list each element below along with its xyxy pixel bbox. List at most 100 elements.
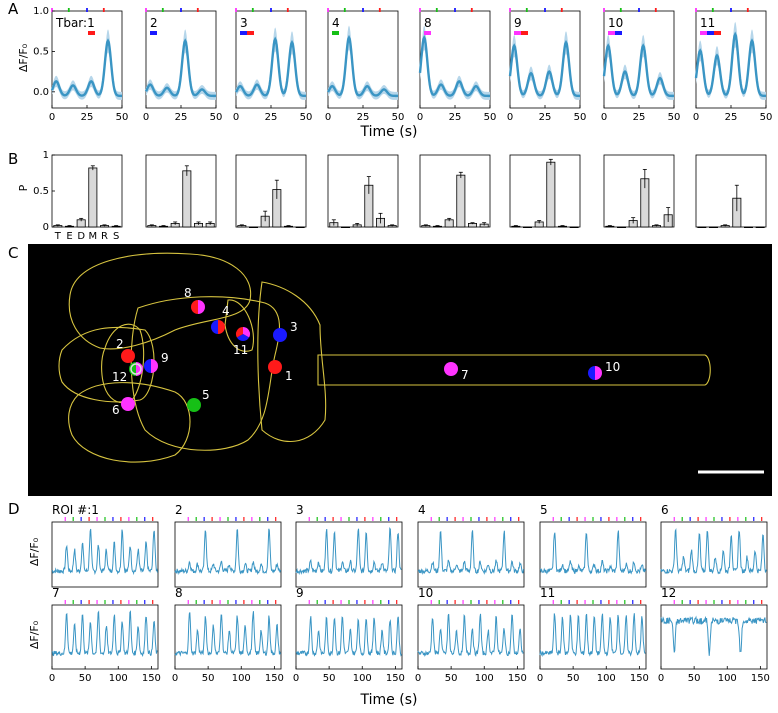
roi-dot-segment — [211, 320, 218, 334]
roi-dot-segment — [243, 327, 251, 338]
panel-d-trace — [295, 616, 402, 657]
panel-d-ylabel: ΔF/F₀ — [28, 620, 41, 649]
panel-b-cluster: T E D M R S 1 0.5 0 — [33, 150, 123, 242]
panel-a-xtick-label: 25 — [633, 112, 646, 123]
roi-label: 4 — [222, 304, 230, 318]
roi-dot — [268, 360, 282, 374]
panel-d-trace — [174, 611, 281, 657]
roi-label: 5 — [202, 388, 210, 402]
roi-label: 3 — [290, 320, 298, 334]
panel-a-trace — [326, 34, 399, 98]
panel-d-axes-box — [295, 604, 403, 670]
roi-label: 8 — [184, 286, 192, 300]
roi-label: 9 — [161, 351, 169, 365]
panel-a-xtick-label: 0 — [507, 112, 513, 123]
panel-d-xtick-label: 0 — [49, 673, 55, 684]
panel-b-axes-box — [603, 154, 675, 228]
panel-a-tbar — [521, 31, 528, 35]
brain-roi-marker: 10 — [588, 360, 620, 380]
roi-dot-segment — [191, 300, 198, 314]
roi-dot-segment — [588, 366, 595, 380]
panel-d-roi: 11 0 50 100 150 — [537, 586, 649, 684]
panel-d-xtick-label: 150 — [386, 673, 405, 684]
panel-a-cluster: 3 0 25 50 — [233, 8, 312, 123]
panel-a-xtick-label: 25 — [175, 112, 188, 123]
panel-d-xtick-label: 50 — [323, 673, 336, 684]
panel-b-axes-box — [327, 154, 399, 228]
brain-region-outline — [68, 252, 252, 350]
panel-a-tbar — [608, 31, 615, 35]
panel-d-trace — [539, 530, 646, 575]
panel-a-xtick-label: 0 — [233, 112, 239, 123]
panel-d-xtick-label: 100 — [109, 673, 128, 684]
panel-a-trace — [508, 39, 581, 98]
panel-a-xtick-label: 50 — [116, 112, 129, 123]
panel-a-xtick-label: 50 — [668, 112, 681, 123]
panel-d-trace — [417, 613, 524, 657]
panel-b-cluster — [509, 154, 581, 229]
panel-d-trace — [174, 528, 281, 576]
panel-b-ylabel: P — [17, 184, 30, 191]
panel-d-axes-box — [539, 521, 647, 588]
panel-a-xtick-label: 50 — [392, 112, 405, 123]
panel-a-xtick-label: 25 — [449, 112, 462, 123]
panel-b-cluster — [145, 154, 217, 228]
panel-b-category-label: D — [77, 231, 85, 242]
bar — [341, 226, 350, 229]
panel-a-xtick-label: 0 — [693, 112, 699, 123]
panel-a-cluster: 10 0 25 50 — [601, 8, 681, 123]
panel-a: A ΔF/F₀ Tbar:1 0 25 50 1.0 0.5 0.0 2 0 25 50 3 0 25 50 4 0… — [8, 0, 772, 140]
panel-a-tbar — [700, 31, 707, 35]
panel-b-ytick-label: 0.5 — [33, 186, 49, 197]
roi-dot — [187, 398, 201, 412]
panel-a-xtick-label: 0 — [143, 112, 149, 123]
panel-letter-d: D — [8, 500, 20, 518]
brain-roi-marker: 7 — [444, 362, 469, 382]
panel-a-xtick-label: 50 — [760, 112, 773, 123]
brain-region-outline — [317, 354, 711, 386]
panel-a-trace — [50, 38, 123, 98]
panel-d-roi: 7 0 50 100 150 — [49, 586, 161, 684]
bar — [755, 226, 765, 229]
roi-label: 11 — [233, 343, 248, 357]
panel-a-cluster: 8 0 25 50 — [417, 8, 496, 123]
brain-roi-marker: 5 — [187, 388, 210, 412]
roi-dot-ring — [130, 363, 142, 375]
panel-a-cluster-label: 10 — [608, 16, 623, 30]
panel-d-roi: 8 0 50 100 150 — [172, 586, 284, 684]
panel-d-axes-box — [295, 521, 403, 588]
panel-a-xtick-label: 0 — [49, 112, 55, 123]
panel-d-axes-box — [51, 521, 159, 588]
panel-d-roi-label: 3 — [296, 503, 304, 517]
roi-dot-segment — [129, 362, 136, 376]
panel-a-cluster-label: 3 — [240, 16, 248, 30]
panel-d-axes-box — [174, 521, 282, 588]
panel-a-trace — [144, 38, 217, 98]
roi-dot — [444, 362, 458, 376]
panel-d-roi-label: ROI #:1 — [52, 503, 99, 517]
panel-a-trace — [418, 34, 491, 98]
panel-b-axes-box — [509, 154, 581, 228]
brain-roi-marker: 2 — [116, 337, 135, 363]
panel-d-roi: 12 0 50 100 150 — [658, 586, 770, 684]
panel-d-roi: 100 50 100 150 — [415, 586, 527, 684]
panel-a-trace — [234, 36, 307, 98]
panel-a-error-band — [420, 25, 490, 100]
panel-d-trace — [51, 528, 158, 576]
panel-a-ytick-label: 0.0 — [33, 87, 49, 98]
panel-d-trace — [660, 615, 767, 656]
panel-b-axes-box — [419, 154, 491, 228]
roi-dot-segment — [151, 359, 158, 373]
panel-d-roi: 2 — [174, 503, 282, 588]
panel-letter-c: C — [8, 244, 18, 262]
panel-d-roi-label: 9 — [296, 586, 304, 600]
roi-dot-segment — [595, 366, 602, 380]
panel-a-xlabel: Time (s) — [360, 124, 418, 140]
brain-roi-marker: 11 — [233, 327, 251, 357]
panel-letter-a: A — [8, 0, 19, 18]
panel-d-trace — [660, 528, 767, 575]
panel-a-tbar — [615, 31, 622, 35]
panel-a-ytick-label: 1.0 — [33, 6, 49, 17]
panel-a-xtick-label: 25 — [725, 112, 738, 123]
